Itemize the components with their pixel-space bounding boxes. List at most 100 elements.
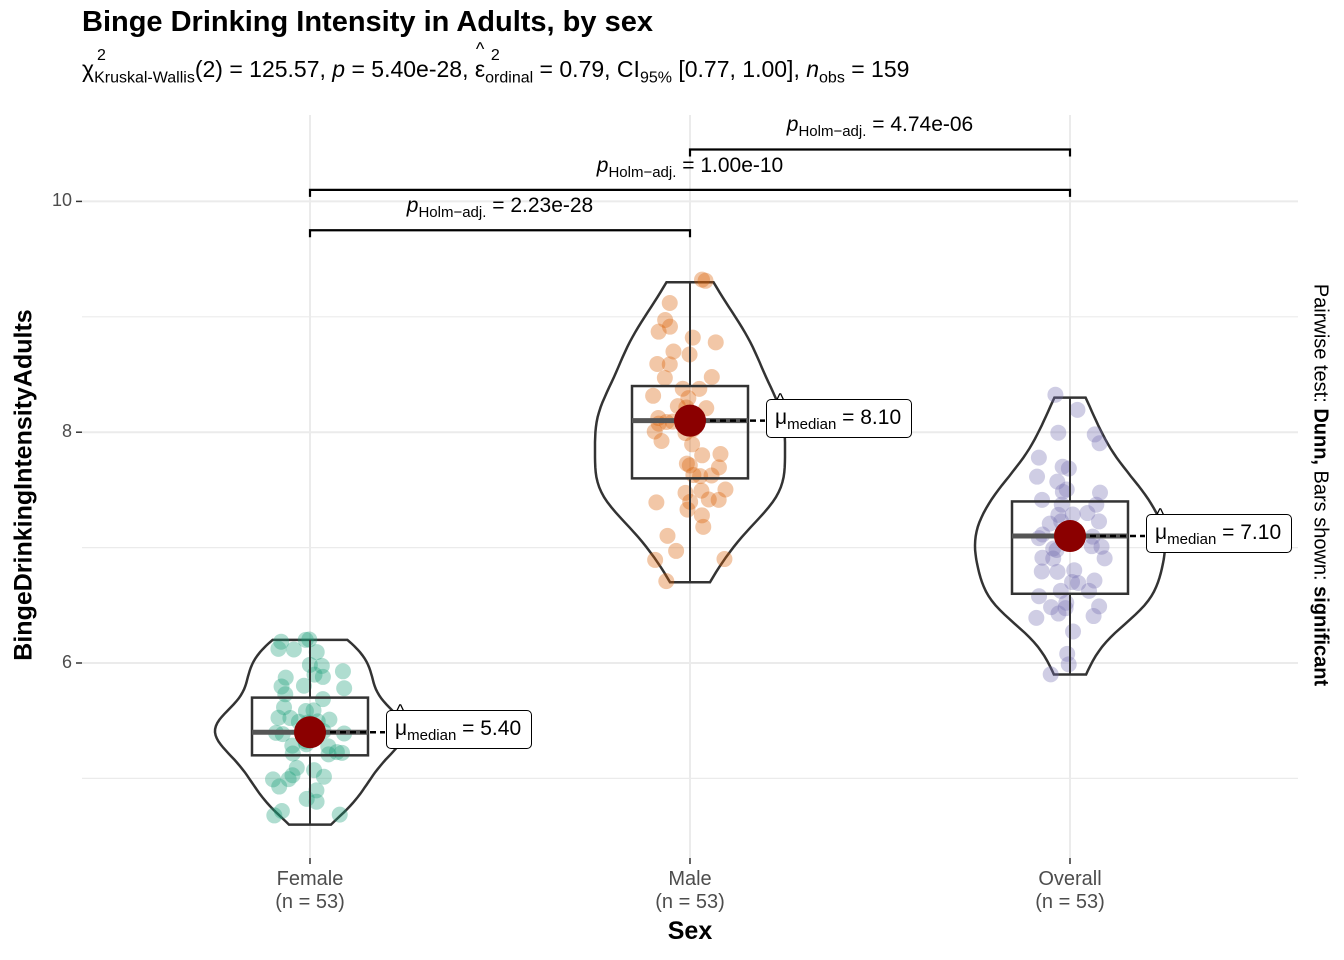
x-tick-name: Overall: [1038, 868, 1102, 890]
data-point: [650, 323, 667, 340]
median-symbol: μ: [775, 405, 788, 429]
comparison-brackets: [308, 148, 1072, 238]
data-point: [334, 663, 351, 680]
data-point: [273, 802, 290, 819]
median-mu: μ ^: [775, 390, 788, 430]
y-axis-label: BingeDrinkingIntensityAdults: [9, 309, 38, 661]
data-point: [308, 793, 325, 810]
data-point: [710, 459, 727, 476]
data-point: [1060, 460, 1077, 477]
violins: [213, 280, 1167, 826]
data-point: [674, 380, 691, 397]
comparison-p-symbol: p: [596, 153, 609, 177]
ci-subscript: 95%: [639, 69, 672, 87]
data-point: [271, 778, 288, 795]
data-point: [1059, 645, 1076, 662]
data-point: [320, 738, 337, 755]
median-dot: [1054, 520, 1086, 553]
caption-prefix: Pairwise test:: [1309, 283, 1332, 409]
data-point: [695, 518, 712, 535]
data-point: [284, 745, 301, 762]
data-point: [284, 737, 301, 754]
data-point: [712, 446, 729, 463]
chart-title: Binge Drinking Intensity in Adults, by s…: [82, 6, 653, 38]
p-value: = 5.40e-28,: [345, 56, 475, 82]
median-value: = 8.10: [836, 405, 902, 429]
data-point: [270, 640, 287, 657]
data-point: [1092, 484, 1109, 501]
data-point: [280, 771, 297, 788]
data-point: [1045, 550, 1062, 567]
data-point: [288, 759, 305, 776]
data-point: [1030, 449, 1047, 466]
data-point: [653, 432, 670, 449]
data-point: [661, 356, 678, 373]
caption-test: Dunn,: [1309, 408, 1332, 465]
data-point: [1034, 549, 1051, 566]
data-point: [717, 481, 734, 498]
violin-female: [213, 638, 407, 826]
data-point: [334, 744, 351, 761]
median-subscript: median: [787, 415, 837, 433]
median-mu: μ ^: [395, 701, 408, 741]
data-point: [659, 527, 676, 544]
data-point: [656, 369, 673, 386]
violin-overall: [973, 396, 1167, 676]
y-tick-label: 8: [61, 421, 72, 442]
comparison-label: pHolm−adj. = 1.00e-10: [597, 154, 783, 181]
data-point: [645, 387, 662, 404]
data-point: [1085, 608, 1102, 625]
data-point: [710, 491, 727, 508]
median-symbol: μ: [1155, 521, 1168, 545]
x-tick-count: (n = 53): [655, 891, 725, 913]
data-point: [692, 468, 709, 485]
n-value: = 159: [844, 56, 910, 82]
x-tick-label: Male (n = 53): [655, 868, 724, 914]
x-tick-name: Male: [668, 868, 712, 890]
data-point: [284, 767, 301, 784]
data-point: [270, 709, 287, 726]
data-point: [1096, 550, 1113, 567]
median-hat: ^: [396, 701, 405, 722]
data-point: [273, 678, 290, 695]
data-point: [315, 768, 332, 785]
data-point: [649, 355, 666, 372]
data-point: [297, 703, 314, 720]
data-point: [694, 447, 711, 464]
data-point: [1086, 572, 1103, 589]
data-point: [1066, 562, 1083, 579]
box-male: [630, 384, 750, 480]
chi-symbol: χ: [82, 56, 95, 82]
data-point: [1065, 623, 1082, 640]
y-tick-marks: [76, 200, 82, 664]
data-point: [1093, 538, 1110, 555]
data-point: [1050, 506, 1067, 523]
data-point: [1050, 605, 1067, 622]
data-point: [321, 711, 338, 728]
x-tick-count: (n = 53): [1035, 891, 1105, 913]
median-value: = 7.10: [1216, 521, 1282, 545]
median-mu: μ ^: [1155, 505, 1168, 545]
data-point: [305, 702, 322, 719]
comparison-label: pHolm−adj. = 2.23e-28: [407, 194, 593, 221]
data-point: [681, 457, 698, 474]
data-point: [684, 436, 701, 453]
comparison-bracket: [688, 148, 1072, 157]
data-point: [1054, 483, 1071, 500]
data-point: [295, 677, 312, 694]
x-tick-name: Female: [276, 868, 344, 890]
y-tick-label: 10: [51, 190, 72, 211]
data-point: [308, 644, 325, 661]
data-point: [1031, 588, 1048, 605]
data-point: [658, 573, 675, 590]
data-point: [266, 807, 283, 824]
data-point: [1043, 599, 1060, 616]
data-point: [277, 669, 294, 686]
median-hat: ^: [1156, 505, 1165, 526]
data-point: [1091, 598, 1108, 615]
median-symbol: μ: [395, 717, 408, 741]
chi-value: (2) = 125.57,: [194, 56, 333, 82]
box-female: [250, 696, 370, 757]
data-point: [680, 390, 697, 407]
